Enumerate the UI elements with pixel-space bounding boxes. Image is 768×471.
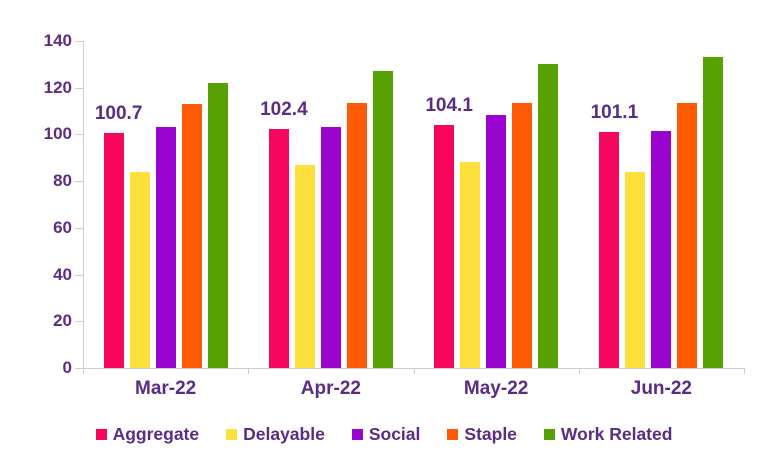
- legend-color-marker: [543, 428, 555, 440]
- bar-social: [486, 114, 507, 368]
- x-tick-mark: [744, 368, 745, 374]
- legend-label: Staple: [464, 423, 517, 444]
- y-tick-mark: [75, 181, 83, 183]
- bar-data-label: 102.4: [260, 98, 308, 120]
- y-tick-label: 120: [43, 77, 72, 97]
- legend-color-marker: [351, 428, 363, 440]
- y-tick-label: 20: [53, 311, 72, 331]
- legend-color-marker: [95, 428, 107, 440]
- x-category-label: Apr-22: [300, 378, 361, 399]
- bar-work-related: [372, 71, 393, 368]
- bar-delayable: [129, 171, 150, 368]
- x-tick-mark: [248, 368, 250, 374]
- y-tick-mark: [75, 274, 83, 276]
- bar-data-label: 101.1: [590, 101, 639, 123]
- y-axis-line: [83, 41, 84, 368]
- x-tick-mark: [413, 368, 415, 374]
- bar-social: [155, 127, 176, 368]
- legend: Aggregate Delayable Social Staple Work Relat…: [0, 419, 768, 449]
- y-tick-mark: [75, 321, 83, 323]
- y-tick-label: 60: [53, 217, 72, 237]
- x-category-label: May-22: [463, 378, 529, 399]
- x-category-label: Jun-22: [630, 378, 692, 399]
- bar-data-label: 104.1: [425, 94, 473, 116]
- legend-item-delayable: Delayable: [226, 424, 325, 445]
- legend-item-staple: Staple: [447, 424, 517, 445]
- bar-aggregate: [268, 128, 289, 368]
- bar-aggregate: [434, 124, 455, 368]
- legend-color-marker: [226, 428, 238, 440]
- legend-item-social: Social: [351, 423, 421, 445]
- legend-item-aggregate: Aggregate: [95, 423, 200, 445]
- legend-label: Work Related: [560, 423, 673, 444]
- y-tick-label: 140: [43, 31, 72, 50]
- y-tick-label: 0: [62, 358, 72, 377]
- bar-data-label: 100.7: [94, 102, 143, 124]
- x-tick-mark: [578, 368, 580, 374]
- bar-social: [651, 130, 672, 368]
- bar-staple: [346, 102, 367, 368]
- x-tick-mark: [83, 368, 84, 374]
- y-tick-mark: [75, 41, 83, 42]
- legend-item-work-related: Work Related: [543, 423, 673, 445]
- legend-label: Social: [368, 423, 421, 444]
- bar-work-related: [207, 83, 228, 368]
- bar-staple: [512, 102, 533, 368]
- x-category-label: Mar-22: [135, 378, 197, 399]
- bar-aggregate: [599, 131, 620, 368]
- bar-delayable: [294, 164, 315, 368]
- y-tick-mark: [75, 87, 83, 89]
- bar-delayable: [625, 171, 646, 368]
- y-tick-mark: [75, 134, 83, 136]
- bar-aggregate: [103, 132, 124, 368]
- legend-label: Delayable: [243, 423, 325, 444]
- bar-work-related: [703, 57, 724, 368]
- y-tick-mark: [75, 227, 83, 229]
- y-tick-label: 40: [53, 264, 72, 284]
- y-tick-mark: [75, 368, 83, 369]
- legend-color-marker: [447, 428, 459, 440]
- bar-staple: [181, 104, 202, 368]
- y-tick-label: 80: [53, 171, 72, 191]
- y-tick-label: 100: [43, 124, 72, 144]
- bar-delayable: [460, 162, 481, 368]
- bar-staple: [677, 102, 698, 368]
- bar-social: [320, 127, 341, 368]
- legend-label: Aggregate: [112, 423, 200, 444]
- bar-work-related: [538, 64, 559, 368]
